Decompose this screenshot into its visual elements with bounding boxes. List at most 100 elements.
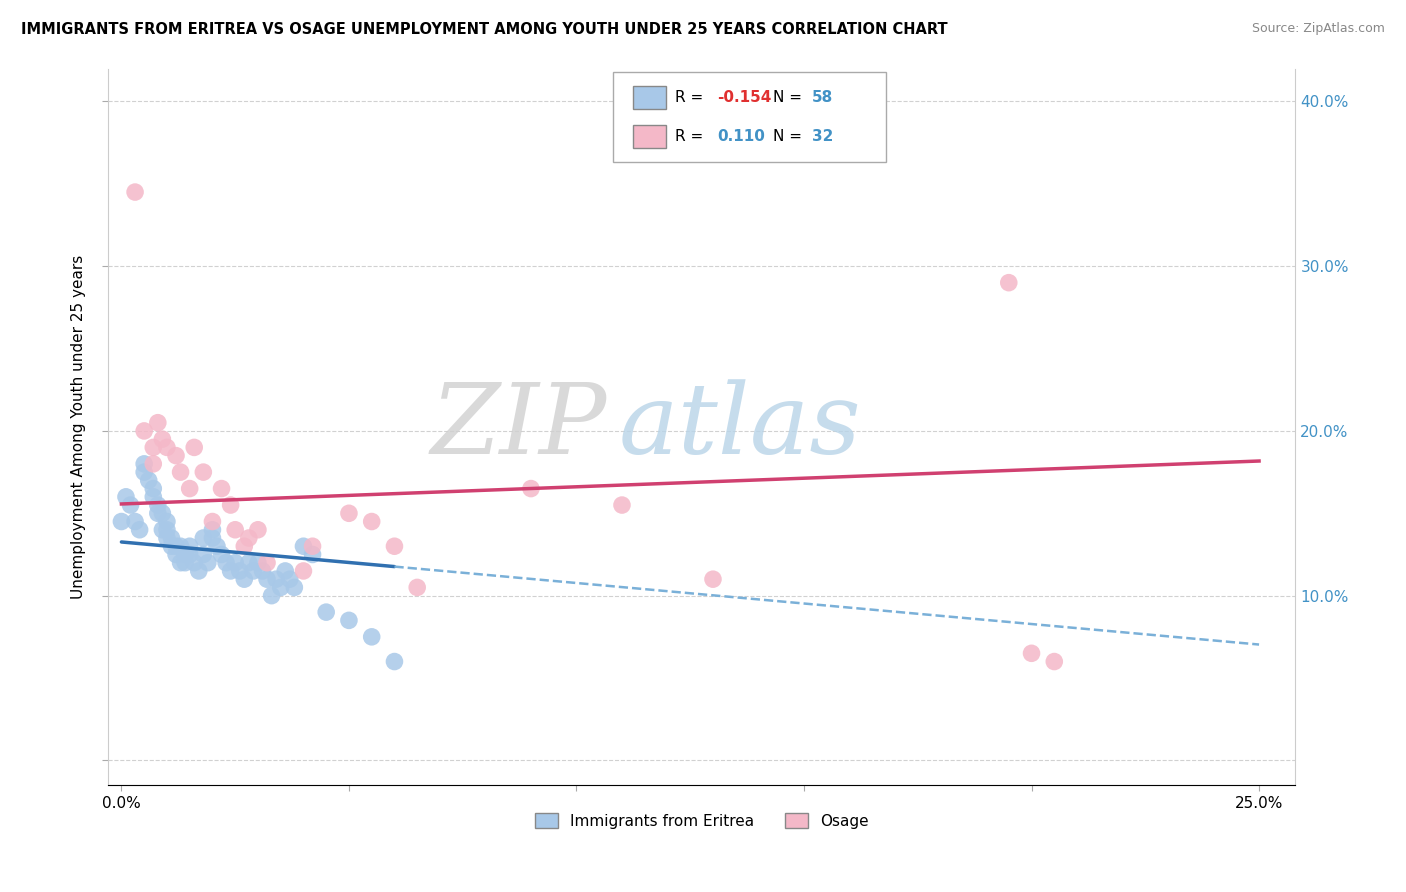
Point bbox=[142, 482, 165, 496]
Point bbox=[142, 441, 165, 455]
Point bbox=[292, 564, 315, 578]
Point bbox=[238, 556, 260, 570]
Point bbox=[233, 572, 256, 586]
Point bbox=[150, 432, 173, 446]
Point bbox=[120, 498, 142, 512]
Point bbox=[215, 556, 238, 570]
Point bbox=[179, 548, 201, 562]
Point bbox=[150, 506, 173, 520]
Point bbox=[128, 523, 150, 537]
Point bbox=[183, 556, 205, 570]
Point bbox=[169, 556, 191, 570]
Point bbox=[138, 474, 160, 488]
Point bbox=[134, 465, 156, 479]
Point bbox=[201, 523, 224, 537]
Text: ZIP: ZIP bbox=[430, 379, 606, 475]
Point bbox=[224, 523, 246, 537]
Point bbox=[283, 581, 305, 595]
Point bbox=[264, 572, 287, 586]
Point bbox=[520, 482, 543, 496]
Point bbox=[205, 539, 228, 553]
Point bbox=[233, 539, 256, 553]
Point bbox=[197, 556, 219, 570]
Point bbox=[124, 185, 146, 199]
Point bbox=[142, 457, 165, 471]
Text: atlas: atlas bbox=[619, 379, 862, 475]
Point bbox=[610, 498, 633, 512]
Point bbox=[165, 548, 187, 562]
Point bbox=[187, 564, 209, 578]
Point bbox=[406, 581, 429, 595]
Point bbox=[384, 539, 406, 553]
Point bbox=[183, 441, 205, 455]
Point bbox=[997, 276, 1019, 290]
Point bbox=[156, 523, 179, 537]
Point bbox=[238, 531, 260, 545]
FancyBboxPatch shape bbox=[613, 72, 886, 161]
Point bbox=[201, 531, 224, 545]
Point bbox=[337, 613, 360, 627]
Point bbox=[246, 523, 269, 537]
Point bbox=[224, 556, 246, 570]
Point bbox=[134, 457, 156, 471]
Point bbox=[165, 539, 187, 553]
Point bbox=[337, 506, 360, 520]
Point bbox=[169, 465, 191, 479]
Point bbox=[174, 556, 197, 570]
Text: 58: 58 bbox=[813, 90, 834, 105]
Point bbox=[169, 539, 191, 553]
Point bbox=[360, 515, 382, 529]
Text: -0.154: -0.154 bbox=[717, 90, 772, 105]
Point bbox=[211, 482, 233, 496]
Point bbox=[315, 605, 337, 619]
Point bbox=[156, 531, 179, 545]
Text: 32: 32 bbox=[813, 129, 834, 145]
Point bbox=[156, 441, 179, 455]
Point bbox=[193, 531, 215, 545]
Point bbox=[193, 548, 215, 562]
Point bbox=[702, 572, 724, 586]
Point bbox=[360, 630, 382, 644]
Point bbox=[246, 556, 269, 570]
Point bbox=[1043, 655, 1066, 669]
Text: N =: N = bbox=[773, 129, 807, 145]
Point bbox=[160, 531, 183, 545]
Point bbox=[384, 655, 406, 669]
Point bbox=[242, 564, 264, 578]
Text: 0.110: 0.110 bbox=[717, 129, 765, 145]
Text: Source: ZipAtlas.com: Source: ZipAtlas.com bbox=[1251, 22, 1385, 36]
Text: R =: R = bbox=[675, 129, 709, 145]
Bar bbox=[633, 125, 666, 148]
Point bbox=[201, 515, 224, 529]
Point bbox=[301, 539, 323, 553]
Text: IMMIGRANTS FROM ERITREA VS OSAGE UNEMPLOYMENT AMONG YOUTH UNDER 25 YEARS CORRELA: IMMIGRANTS FROM ERITREA VS OSAGE UNEMPLO… bbox=[21, 22, 948, 37]
Point bbox=[179, 539, 201, 553]
Point bbox=[115, 490, 138, 504]
Legend: Immigrants from Eritrea, Osage: Immigrants from Eritrea, Osage bbox=[529, 806, 875, 835]
Point bbox=[219, 498, 242, 512]
Point bbox=[174, 548, 197, 562]
Point bbox=[165, 449, 187, 463]
Y-axis label: Unemployment Among Youth under 25 years: Unemployment Among Youth under 25 years bbox=[72, 255, 86, 599]
Point bbox=[256, 572, 278, 586]
Point bbox=[252, 564, 274, 578]
Point bbox=[146, 506, 169, 520]
Point bbox=[156, 515, 179, 529]
Point bbox=[124, 515, 146, 529]
Point bbox=[270, 581, 292, 595]
Point bbox=[193, 465, 215, 479]
Point bbox=[179, 482, 201, 496]
Text: R =: R = bbox=[675, 90, 709, 105]
Point bbox=[150, 523, 173, 537]
Point bbox=[278, 572, 301, 586]
Point bbox=[274, 564, 297, 578]
Point bbox=[146, 416, 169, 430]
Point bbox=[211, 548, 233, 562]
Point bbox=[292, 539, 315, 553]
Point bbox=[142, 490, 165, 504]
Bar bbox=[633, 87, 666, 110]
Point bbox=[219, 564, 242, 578]
Text: N =: N = bbox=[773, 90, 807, 105]
Point bbox=[160, 539, 183, 553]
Point bbox=[256, 556, 278, 570]
